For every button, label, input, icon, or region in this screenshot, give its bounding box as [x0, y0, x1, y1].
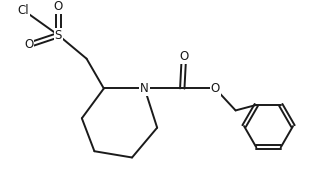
Text: Cl: Cl [17, 4, 29, 17]
Text: O: O [179, 50, 188, 63]
Text: S: S [55, 29, 62, 42]
Text: O: O [54, 0, 63, 13]
Text: O: O [211, 82, 220, 95]
Text: O: O [24, 38, 33, 51]
Text: N: N [140, 82, 149, 95]
